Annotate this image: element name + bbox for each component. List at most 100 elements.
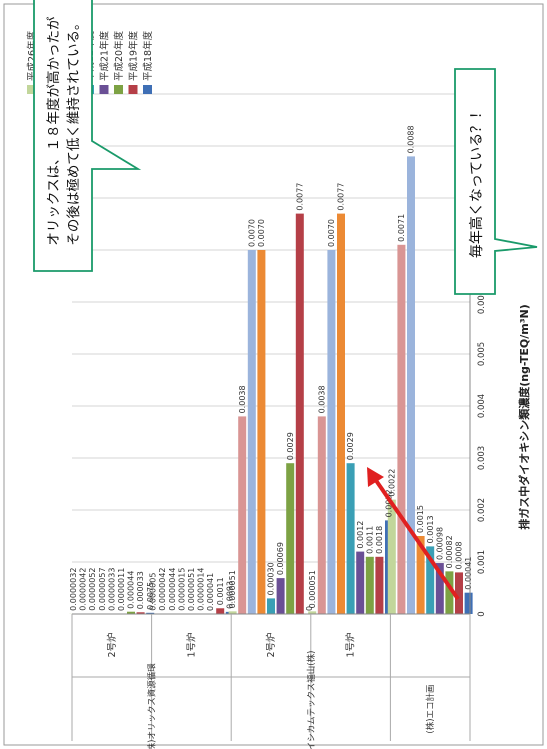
bar-value-label: 0 [305,606,314,611]
bar-value-label: 0.0038 [238,385,247,413]
bar-value-label: 0.0000044 [168,568,177,611]
bar-value-label: 0.000044 [127,571,136,609]
legend-swatch [128,85,138,94]
bar-value-label: 0.0029 [346,432,355,460]
callout-box [454,68,538,295]
bar [356,551,365,614]
bar-value-label: 0.0070 [327,219,336,247]
legend-swatch [143,85,152,94]
legend-swatch [99,85,109,94]
bar-value-label: 0.0018 [375,526,384,554]
category-label: 1号炉 [345,632,357,657]
bar-value-label: 0.00030 [267,562,276,595]
bar-value-label: 0.0012 [356,521,365,549]
x-tick-label: 0.002 [477,498,487,522]
callouts: オリックスは、１８年度が高かったが その後は極めて低く維持されている。 毎年高くなっ… [33,0,538,601]
bar [308,611,317,614]
bar-value-label: 0.0000033 [107,568,116,611]
bar-value-label: 0.0000042 [158,567,167,610]
bar-value-label: 0.0000011 [117,568,126,611]
bar [276,578,285,614]
legend-label: 平成21年度 [99,30,111,81]
bar-value-label: 0.00069 [276,542,285,575]
arrow-shaft [373,477,460,601]
bar-value-label: 0.0088 [407,125,416,153]
bar-value-label: 0.0000032 [69,568,78,611]
bar [238,416,247,614]
bar-value-label: 0.0038 [317,385,326,413]
bar [216,608,225,614]
bar-value-label: 0.0077 [337,183,346,211]
bar [346,463,355,614]
category-axis: 2号炉 1号炉 2号炉 1号炉 (株)オリックス資源循環 ツネイシカムテックス福山(株) (… [71,613,471,749]
bar-value-label: 0.0015 [416,505,425,533]
bar [365,556,374,614]
bar [337,213,345,614]
callout-text: オリックスは、１８年度が高かったが [45,16,62,246]
bar-value-label: 0.000005 [149,573,158,611]
bar-value-label: 0.00098 [435,527,444,560]
bar-marks [69,156,473,614]
bar-value-labels: 0.0075 0.0093 0 0.0052 0.00041 0.000033 0.0011… [69,125,473,611]
x-tick-label: 0 [477,611,487,616]
arrow-head [367,467,384,487]
callout-text: その後は極めて低く維持されている。 [66,16,82,245]
bar [257,250,266,614]
bar [397,244,406,614]
group-label: ツネイシカムテックス福山(株) [306,651,317,749]
legend-swatch [114,85,123,94]
bar [317,416,326,614]
bar [387,499,396,614]
bar [228,611,237,614]
bar-value-label: 0.0013 [426,515,435,543]
bar-value-label: 0.0000057 [98,567,107,610]
callout-box [33,0,142,272]
bar-value-label: 0.0008 [455,541,464,569]
bar [464,592,473,614]
gridlines [72,93,470,615]
x-axis-title: 排ガス中ダイオキシン類濃度(ng-TEQ/m³N) [517,304,531,530]
bar [286,463,295,614]
bar [375,556,384,614]
bar [455,572,463,614]
bar-value-label: 0.0011 [216,577,225,605]
bar-value-label: 0.0077 [295,183,304,211]
legend-label: 平成20年度 [113,30,125,81]
category-label: 2号炉 [106,632,118,657]
x-tick-label: 0.004 [477,394,487,418]
category-label: 2号炉 [265,632,277,657]
bar [267,598,275,614]
bar-value-label: 0.0052 [385,489,394,517]
bar-value-label: 0.0000015 [177,568,186,611]
bar-value-label: 0.00082 [445,535,454,568]
bar-value-label: 0.000051 [228,570,237,608]
bar-value-label: 0.0029 [286,432,295,460]
bar-value-label: 0.000051 [308,570,317,608]
category-label: 1号炉 [185,632,197,657]
bar-value-label: 0.0000052 [88,567,97,610]
bar-value-label: 0.000041 [206,573,215,611]
bar-value-label: 0.0000051 [187,568,196,611]
bar [127,611,135,614]
callout-text: 毎年高くなっている？！ [468,105,485,258]
bar-value-label: 0.0000014 [197,567,206,610]
bar-value-label: 0.0075 [146,582,155,610]
bar [295,213,304,614]
legend-label: 平成19年度 [128,30,140,81]
bar-value-label: 0.0093 [225,581,234,609]
legend-label: 平成18年度 [142,30,154,81]
x-tick-label: 0.005 [477,342,487,366]
bar [247,250,256,614]
x-tick-label: 0.001 [477,550,487,574]
bar [407,156,415,614]
group-label: (株)オリックス資源循環 [147,663,158,749]
bar [416,536,425,614]
bar-value-label: 0.000033 [136,571,145,609]
bar-value-label: 0.0000042 [79,568,88,611]
bar-value-label: 0.0071 [397,214,406,242]
bar-value-label: 0.0070 [247,219,256,247]
x-tick-label: 0.006 [477,290,487,314]
